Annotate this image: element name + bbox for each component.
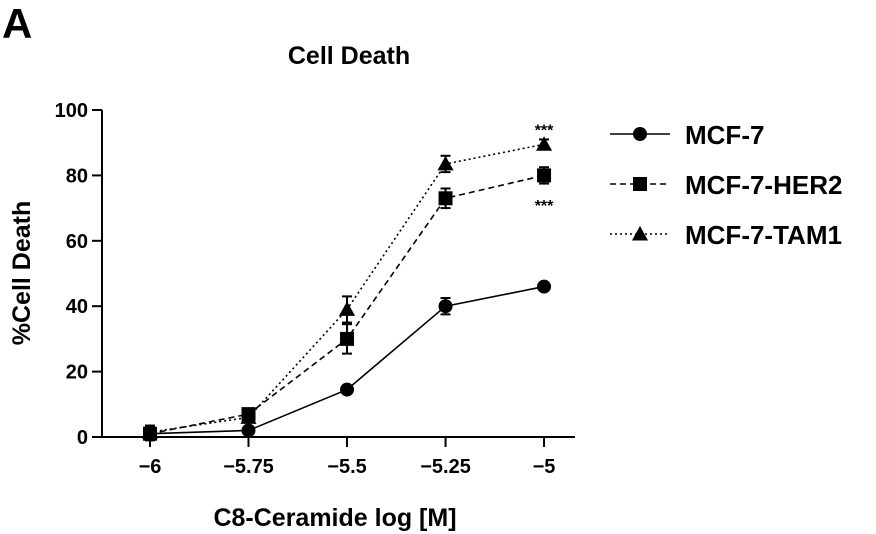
x-tick-label: −5 [533,456,556,478]
chart-title: Cell Death [288,42,410,70]
y-tick-label: 0 [77,427,88,449]
data-point [438,191,453,206]
y-tick-label: 20 [66,362,88,384]
annotation-layer: *** *** [535,123,554,215]
x-tick-label: −5.75 [223,456,274,478]
data-point [240,409,257,424]
legend-item: MCF-7 [610,120,764,150]
legend-item: MCF-7-HER2 [610,170,842,200]
data-point [437,155,454,171]
legend-marker [631,225,649,241]
legend-marker [633,177,647,191]
x-ticks: −6 −5.75 −5.5 −5.25 −5 [139,437,556,478]
y-tick-label: 100 [55,100,88,122]
y-tick-label: 80 [66,165,88,187]
significance-annotation: *** [535,123,554,140]
series-layer [141,136,553,442]
y-tick-label: 60 [66,231,88,253]
legend-label: MCF-7 [685,120,764,150]
y-tick-label: 40 [66,296,88,318]
legend-label: MCF-7-TAM1 [685,220,842,250]
panel-label: A [2,0,32,47]
legend-label: MCF-7-HER2 [685,170,842,200]
data-point [535,136,553,151]
x-tick-label: −5.5 [327,456,366,478]
data-point [340,382,355,397]
y-ticks: 0 20 40 60 80 100 [55,100,102,449]
data-point [537,168,552,183]
data-point [338,301,356,316]
data-point [537,279,552,294]
significance-annotation: *** [535,198,554,215]
series-mcf-7-tam1 [141,136,553,440]
legend-item: MCF-7-TAM1 [610,220,842,250]
data-point [438,299,453,314]
y-axis-label: %Cell Death [8,201,36,345]
plot-area: 0 20 40 60 80 100 −6 −5.75 −5.5 −5.25 −5 *** *** [55,100,575,478]
legend-marker [633,127,647,141]
data-point [141,424,159,439]
data-point [340,331,355,346]
legend: MCF-7 MCF-7-HER2 MCF-7-TAM1 [610,120,842,250]
x-tick-label: −5.25 [420,456,471,478]
data-point [241,423,256,438]
x-axis-label: C8-Ceramide log [M] [213,504,456,532]
x-tick-label: −6 [139,456,162,478]
